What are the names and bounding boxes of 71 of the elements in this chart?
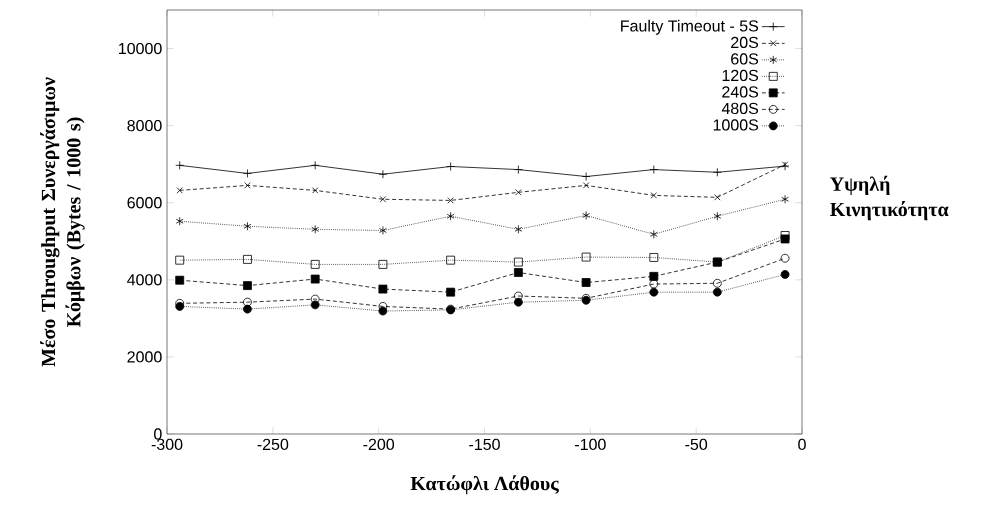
point (378, 306, 388, 316)
point (582, 182, 590, 189)
x-tick-label: -300 (151, 438, 183, 451)
x-tick-label: 0 (798, 438, 806, 451)
point (714, 194, 721, 201)
point (649, 229, 658, 239)
legend-label: Faulty Timeout - 5S (621, 19, 759, 35)
point (175, 302, 185, 311)
point (513, 268, 523, 277)
point (780, 270, 790, 279)
point (310, 274, 320, 284)
y-tick-label: 2000 (127, 351, 162, 363)
point (243, 304, 252, 314)
point (446, 287, 456, 297)
point (781, 194, 789, 204)
point (311, 187, 319, 194)
point (243, 297, 252, 307)
point (379, 196, 387, 203)
legend-label: 20S (731, 36, 759, 49)
point (780, 253, 790, 263)
text: Υψηλή Κινητικότητα (830, 175, 949, 221)
point (243, 221, 252, 231)
point (243, 281, 252, 290)
point (378, 284, 388, 294)
point (515, 189, 522, 196)
legend-label: 120S (722, 69, 759, 82)
point (712, 287, 722, 297)
point (446, 211, 455, 221)
point (175, 216, 184, 226)
point (581, 252, 591, 262)
point (582, 211, 590, 220)
point (310, 260, 320, 269)
point (649, 253, 659, 262)
point (650, 192, 658, 199)
legend-label: 1000S (713, 119, 759, 131)
point (243, 254, 252, 264)
point (780, 234, 790, 244)
point (378, 260, 388, 269)
y-tick-label: 0 (154, 428, 162, 440)
point (513, 257, 523, 267)
point (649, 279, 659, 289)
point (649, 287, 659, 297)
y-axis-title: Μέσο Throughput Συνεργάσιμων Κόμβων (Bytes / 1000 s) (40, 77, 85, 367)
point (311, 224, 320, 234)
point (446, 255, 456, 265)
y-tick-label: 4000 (127, 274, 162, 286)
point (379, 226, 387, 235)
point (447, 197, 454, 204)
legend-label: 60S (731, 53, 759, 65)
y-tick-label: 8000 (127, 119, 162, 132)
point (581, 278, 591, 287)
point (514, 224, 523, 234)
point (175, 255, 185, 265)
x-tick-label: -250 (257, 438, 289, 451)
legend-label: 240S (722, 86, 759, 98)
point (649, 271, 659, 281)
x-tick-label: -200 (363, 438, 395, 451)
x-tick-label: -150 (469, 438, 500, 451)
point (713, 211, 722, 221)
point (175, 275, 185, 285)
x-tick-label: -50 (685, 438, 708, 451)
y-tick-label: 6000 (127, 197, 162, 209)
point (176, 187, 183, 194)
point (712, 278, 722, 288)
point (310, 300, 320, 310)
legend-label: 480S (721, 102, 759, 115)
y-tick-label: 10000 (119, 42, 162, 55)
point (244, 182, 251, 189)
x-axis-title: Κατώφλι Λάθους (410, 475, 559, 495)
point (513, 297, 523, 307)
x-tick-label: -100 (575, 438, 606, 451)
